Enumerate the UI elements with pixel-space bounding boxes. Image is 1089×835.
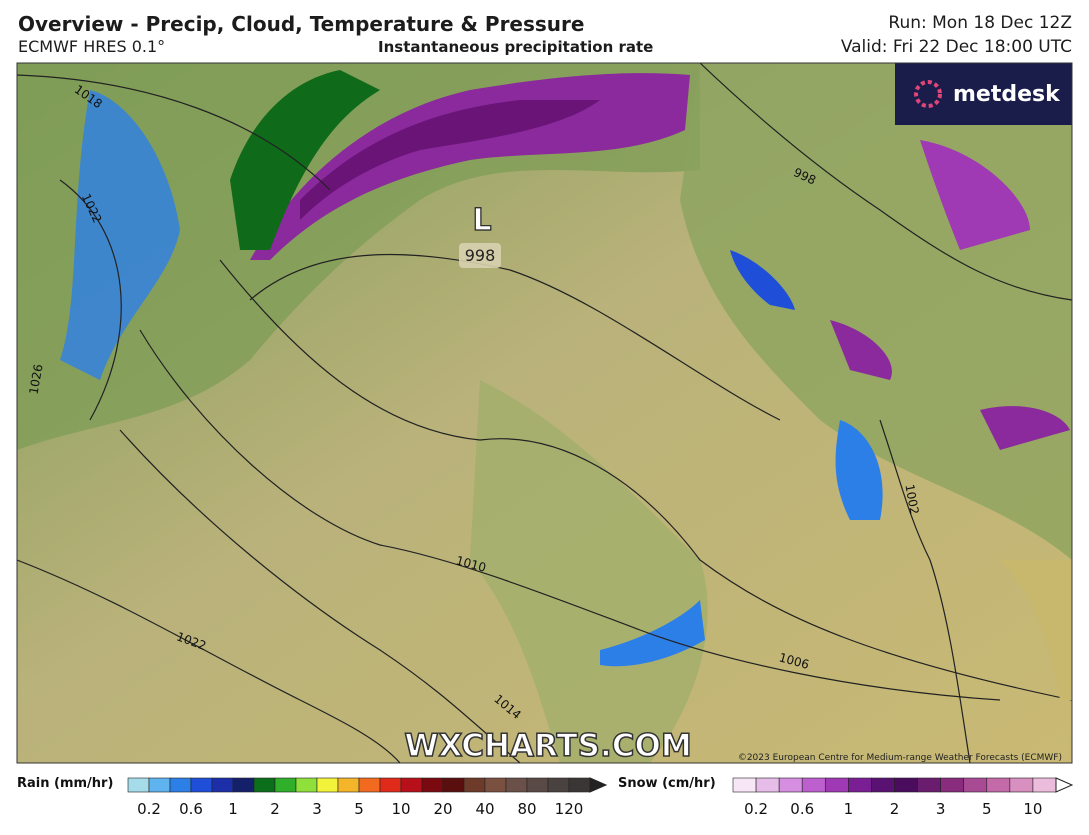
- logo-text: metdesk: [953, 82, 1061, 107]
- rain-swatch: [505, 777, 528, 793]
- rain-swatch: [211, 777, 234, 793]
- rain-label: 20: [433, 800, 452, 818]
- rain-label: 2: [270, 800, 280, 818]
- snow-area: [830, 320, 1070, 450]
- low-symbol: L: [472, 203, 491, 238]
- snow-label: 3: [936, 800, 946, 818]
- snow-label: 1: [844, 800, 854, 818]
- rain-area: [60, 90, 180, 380]
- rain-label: 10: [391, 800, 410, 818]
- rain-swatch: [253, 777, 276, 793]
- snow-swatch: [778, 777, 803, 793]
- snow-band: [250, 73, 690, 260]
- field: Instantaneous precipitation rate: [378, 38, 654, 56]
- rain-area: [730, 250, 795, 310]
- snow-swatch: [940, 777, 965, 793]
- snow-label: 5: [982, 800, 992, 818]
- copyright: ©2023 European Centre for Medium-range W…: [738, 753, 1062, 763]
- rain-label: 3: [312, 800, 322, 818]
- isobar-label: 1026: [27, 363, 46, 396]
- logo-icon: [914, 80, 942, 108]
- rain-area: [600, 600, 705, 667]
- rain-swatch: [526, 777, 549, 793]
- rain-swatch: [463, 777, 486, 793]
- rain-swatch: [337, 777, 360, 793]
- rain-swatch: [169, 777, 192, 793]
- rain-swatch: [568, 777, 591, 793]
- snow-swatch: [1009, 777, 1034, 793]
- rain-swatch: [274, 777, 297, 793]
- rain-legend-title: Rain (mm/hr): [17, 776, 113, 791]
- rain-swatch: [484, 777, 507, 793]
- snow-label: 10: [1023, 800, 1042, 818]
- green-cloud: [17, 63, 700, 450]
- rain-label: 5: [354, 800, 364, 818]
- rain-swatch: [379, 777, 402, 793]
- low-value-box: [459, 243, 501, 268]
- snow-swatch: [732, 777, 757, 793]
- snow-legend-title: Snow (cm/hr): [618, 776, 716, 791]
- rain-swatch: [442, 777, 465, 793]
- rain-label: 1: [228, 800, 238, 818]
- rain-swatch: [127, 777, 150, 793]
- isobar-label: 1002: [902, 483, 921, 516]
- land: [1000, 560, 1072, 700]
- rain-label: 40: [475, 800, 494, 818]
- low-value: 998: [465, 246, 496, 265]
- snow-label: 0.2: [744, 800, 768, 818]
- snow-arrow: [1055, 777, 1074, 793]
- rain-arrow: [589, 777, 608, 793]
- rain-label: 120: [555, 800, 584, 818]
- snow-swatch: [801, 777, 826, 793]
- snow-swatch: [894, 777, 918, 793]
- model: ECMWF HRES 0.1°: [18, 37, 166, 56]
- snow-swatch: [824, 777, 849, 793]
- map-frame: [16, 62, 1073, 764]
- snow-swatch: [986, 777, 1011, 793]
- rain-swatch: [421, 777, 444, 793]
- isobars: [17, 63, 1072, 763]
- watermark: WXCHARTS.COM: [404, 728, 691, 764]
- rain-swatch: [358, 777, 381, 793]
- snow-swatch: [871, 777, 895, 793]
- snow-label: 2: [890, 800, 900, 818]
- green-cloud: [470, 380, 708, 763]
- snow-swatch: [963, 777, 988, 793]
- logo-box: [895, 63, 1072, 125]
- snow-label: 0.6: [790, 800, 814, 818]
- snow-band: [300, 100, 600, 220]
- rain-band: [230, 70, 380, 250]
- rain-label: 80: [517, 800, 536, 818]
- valid: Valid: Fri 22 Dec 18:00 UTC: [840, 37, 1072, 57]
- rain-swatch: [547, 777, 570, 793]
- rain-swatch: [316, 777, 339, 793]
- rain-swatch: [232, 777, 255, 793]
- snow-swatch: [1032, 777, 1057, 793]
- rain-area: [835, 420, 883, 520]
- rain-swatch: [400, 777, 423, 793]
- rain-label: 0.2: [137, 800, 161, 818]
- title: Overview - Precip, Cloud, Temperature & …: [18, 12, 585, 36]
- snow-area: [920, 140, 1030, 250]
- snow-swatch: [755, 777, 780, 793]
- rain-label: 0.6: [179, 800, 203, 818]
- snow-swatch: [917, 777, 941, 793]
- rain-swatch: [148, 777, 171, 793]
- rain-swatch: [190, 777, 213, 793]
- snow-swatch: [848, 777, 872, 793]
- rain-swatch: [295, 777, 318, 793]
- run: Run: Mon 18 Dec 12Z: [888, 13, 1072, 33]
